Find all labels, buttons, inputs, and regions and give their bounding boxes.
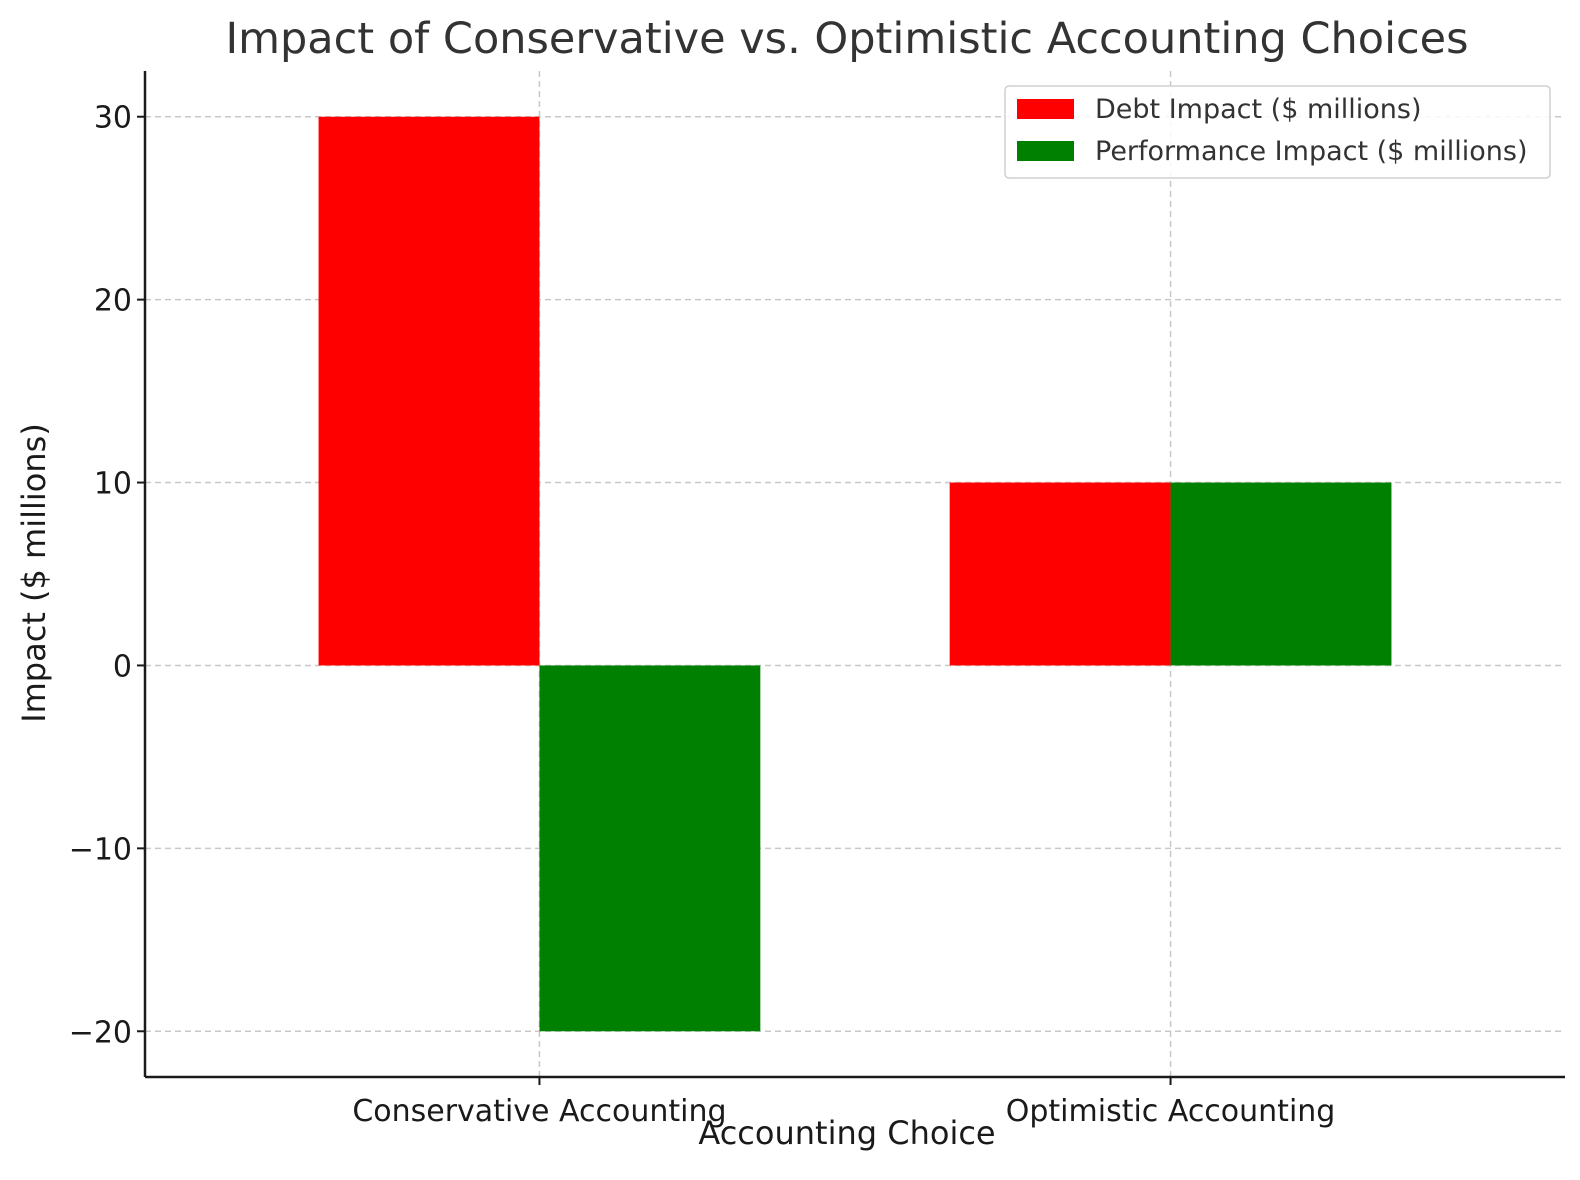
- bar-performance-1: [1170, 482, 1392, 666]
- y-tick-label: −10: [69, 832, 132, 867]
- bar-performance-0: [539, 665, 761, 1032]
- chart-title: Impact of Conservative vs. Optimistic Ac…: [225, 14, 1468, 64]
- x-tick-label: Optimistic Accounting: [1006, 1094, 1336, 1129]
- bars: [318, 116, 1392, 1032]
- y-tick-label: −20: [69, 1015, 132, 1050]
- y-axis-label: Impact ($ millions): [15, 423, 53, 723]
- legend-entry: Debt Impact ($ millions): [1095, 94, 1422, 125]
- legend-swatch: [1017, 141, 1074, 161]
- legend-entry: Performance Impact ($ millions): [1095, 136, 1527, 167]
- legend-box: [1004, 85, 1551, 179]
- legend: Debt Impact ($ millions) Performance Impa…: [1004, 85, 1551, 179]
- y-tick-label: 20: [94, 284, 132, 319]
- x-tick-label: Conservative Accounting: [352, 1094, 726, 1129]
- bar-debt-1: [949, 482, 1171, 666]
- y-tick-label: 30: [94, 101, 132, 136]
- y-tick-label: 0: [113, 649, 132, 684]
- axes: [137, 71, 1565, 1085]
- tick-labels: −20 −10 0 10 20 30 Conservative Accounting Opti…: [69, 101, 1336, 1129]
- bar-debt-0: [318, 116, 540, 666]
- x-axis-label: Accounting Choice: [698, 1114, 995, 1152]
- y-tick-label: 10: [94, 467, 132, 502]
- legend-swatch: [1017, 99, 1074, 119]
